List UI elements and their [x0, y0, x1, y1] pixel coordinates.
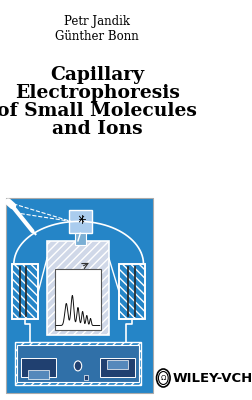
Text: Electrophoresis: Electrophoresis: [15, 84, 179, 102]
Text: Ω: Ω: [161, 375, 166, 381]
Text: Günther Bonn: Günther Bonn: [55, 30, 139, 42]
Circle shape: [74, 361, 82, 371]
Bar: [21, 358, 56, 377]
Text: Capillary: Capillary: [50, 66, 144, 84]
Bar: [69, 210, 92, 233]
Bar: [107, 360, 128, 370]
Text: Petr Jandik: Petr Jandik: [64, 16, 130, 28]
Text: and Ions: and Ions: [52, 120, 142, 138]
Bar: [47, 241, 109, 334]
Bar: [28, 370, 49, 379]
Bar: [55, 269, 101, 330]
Bar: [12, 264, 38, 319]
Text: WILEY-VCH: WILEY-VCH: [172, 372, 252, 384]
Bar: [6, 198, 153, 393]
Bar: [100, 358, 135, 377]
Text: of Small Molecules: of Small Molecules: [0, 102, 197, 120]
Bar: [17, 345, 139, 382]
Bar: [75, 233, 86, 245]
Bar: [84, 375, 88, 380]
Bar: [119, 264, 145, 319]
Circle shape: [156, 369, 170, 387]
Bar: [119, 264, 145, 319]
Bar: [12, 264, 38, 319]
Bar: [15, 342, 141, 385]
Circle shape: [159, 372, 168, 384]
